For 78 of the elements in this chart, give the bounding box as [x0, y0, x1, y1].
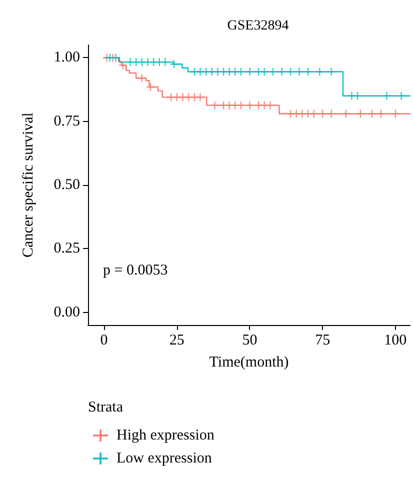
- point: [213, 67, 222, 76]
- point: [224, 100, 234, 110]
- point: [356, 109, 366, 118]
- point: [126, 57, 135, 67]
- point: [146, 82, 156, 92]
- point: [169, 59, 179, 69]
- point: [236, 100, 246, 110]
- point: [172, 92, 182, 102]
- point: [143, 57, 152, 67]
- point: [260, 67, 269, 76]
- y-tick-label: 0.00: [54, 304, 80, 320]
- point: [266, 100, 275, 110]
- point: [154, 57, 164, 67]
- point: [341, 109, 350, 118]
- point: [190, 92, 199, 102]
- legend-label: Low expression: [116, 450, 212, 466]
- y-tick-label: 0.75: [54, 113, 80, 130]
- point: [277, 67, 286, 76]
- point: [294, 67, 304, 76]
- point: [245, 67, 254, 76]
- point: [254, 67, 264, 76]
- point: [315, 67, 324, 76]
- point: [260, 100, 269, 110]
- point: [137, 73, 147, 83]
- point: [382, 91, 392, 101]
- point: [309, 109, 318, 118]
- point: [286, 67, 296, 76]
- point: [318, 109, 328, 118]
- point: [396, 91, 406, 101]
- point: [326, 67, 336, 76]
- point: [376, 109, 386, 118]
- point: [118, 60, 128, 70]
- point: [230, 67, 240, 76]
- point: [178, 92, 188, 102]
- point: [390, 109, 400, 118]
- point: [236, 67, 246, 76]
- point: [218, 67, 228, 76]
- y-tick-label: 1.00: [54, 50, 80, 66]
- point: [160, 57, 170, 67]
- point: [196, 92, 205, 102]
- point: [303, 109, 313, 118]
- point: [352, 91, 362, 101]
- chart-title: GSE32894: [227, 18, 289, 34]
- point: [303, 67, 313, 76]
- point: [254, 100, 264, 110]
- point: [298, 109, 307, 118]
- point: [218, 100, 228, 110]
- point: [207, 67, 216, 76]
- x-tick-label: 25: [169, 332, 184, 348]
- point: [111, 53, 120, 62]
- point: [210, 100, 220, 110]
- point: [347, 91, 356, 101]
- legend-label: High expression: [116, 428, 215, 444]
- x-tick-label: 50: [242, 332, 258, 348]
- point: [230, 100, 240, 110]
- point: [224, 67, 234, 76]
- point: [286, 109, 296, 118]
- x-tick-label: 75: [315, 332, 330, 348]
- point: [196, 67, 205, 76]
- point: [268, 67, 278, 76]
- y-axis-title: Cancer specific survival: [20, 112, 36, 258]
- point: [292, 109, 301, 118]
- legend-title: Strata: [88, 400, 124, 416]
- x-tick-label: 0: [100, 332, 108, 348]
- point: [166, 92, 176, 102]
- point: [148, 57, 158, 67]
- x-axis-title: Time(month): [209, 354, 289, 370]
- point: [201, 67, 211, 76]
- y-tick-label: 0.25: [54, 240, 80, 257]
- point: [326, 109, 336, 118]
- point: [190, 67, 199, 76]
- y-tick-label: 0.50: [54, 177, 80, 193]
- x-tick-label: 100: [384, 332, 407, 348]
- point: [184, 92, 194, 102]
- annotation: p = 0.0053: [103, 262, 168, 278]
- point: [131, 57, 141, 67]
- point: [245, 100, 254, 110]
- point: [368, 109, 377, 118]
